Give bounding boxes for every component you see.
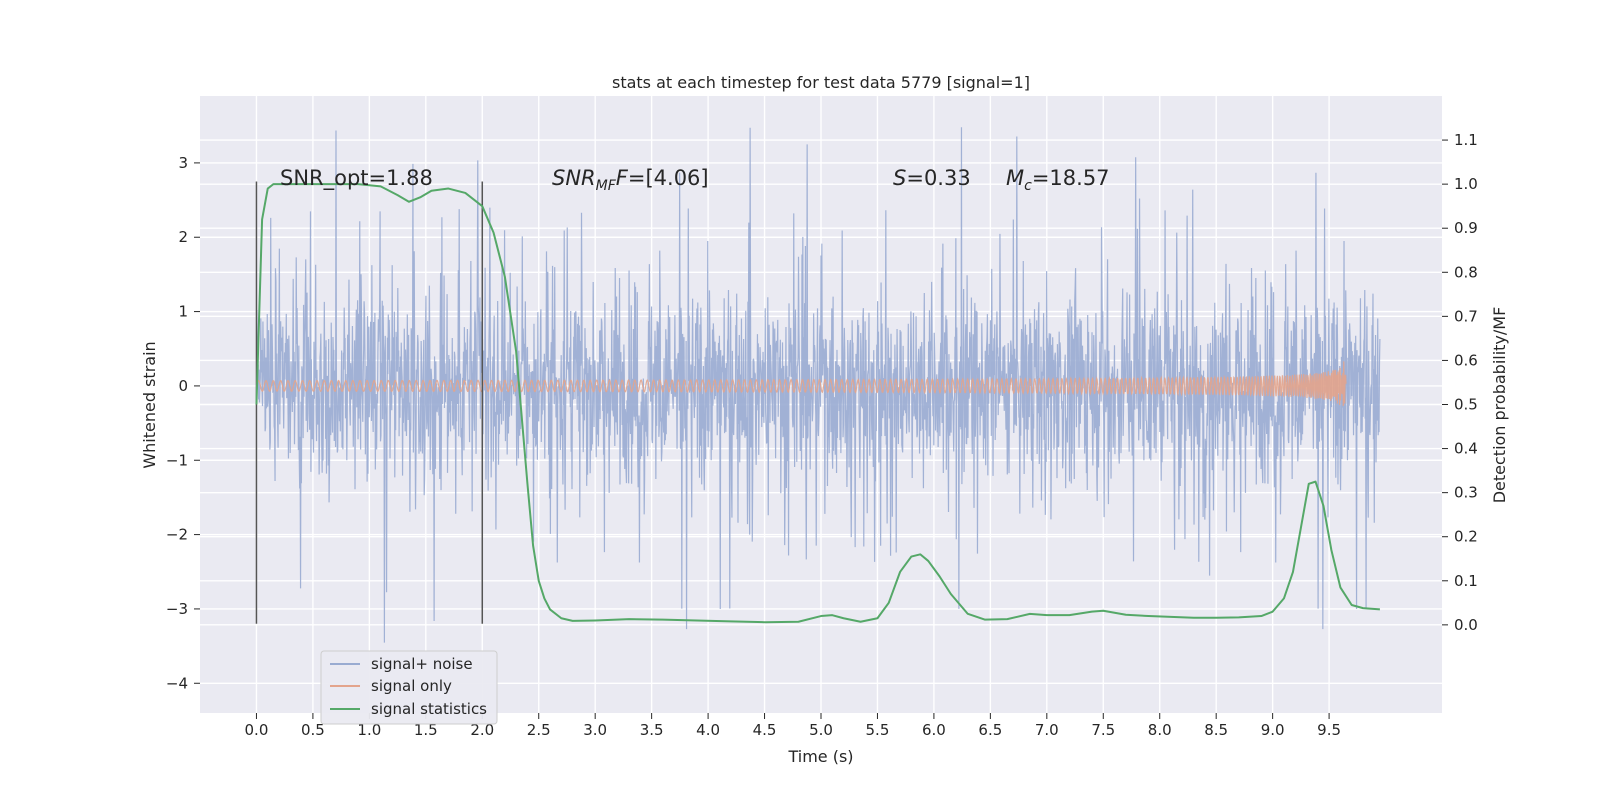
y2-tick-label: 0.9 — [1454, 219, 1478, 237]
y2-tick-label: 0.0 — [1454, 616, 1478, 634]
y2-tick-label: 0.7 — [1454, 307, 1478, 325]
y-tick-label: 2 — [178, 228, 188, 246]
statistic-line — [255, 183, 1380, 624]
y2-tick-label: 0.1 — [1454, 572, 1478, 590]
x-tick-label: 7.0 — [1035, 721, 1059, 739]
x-tick-label: 8.5 — [1204, 721, 1228, 739]
noise-series — [255, 127, 1381, 643]
x-tick-label: 6.0 — [922, 721, 946, 739]
legend-label-noise: signal+ noise — [371, 655, 473, 673]
y2-axis-label: Detection probability/MF — [1490, 307, 1509, 504]
annotation-s: S=0.33 — [893, 166, 971, 190]
y-ticks: 3 2 1 0 −1 −2 −3 −4 — [166, 154, 200, 692]
x-tick-label: 7.5 — [1091, 721, 1115, 739]
y2-tick-label: 0.8 — [1454, 263, 1478, 281]
y2-tick-label: 1.0 — [1454, 175, 1478, 193]
x-tick-label: 2.5 — [527, 721, 551, 739]
y-axis-label: Whitened strain — [140, 341, 159, 468]
x-tick-label: 4.0 — [696, 721, 720, 739]
statistic-series — [255, 183, 1380, 624]
x-axis-label: Time (s) — [787, 747, 853, 766]
x-tick-label: 5.5 — [866, 721, 890, 739]
x-tick-label: 5.0 — [809, 721, 833, 739]
signal-line — [255, 361, 1347, 406]
y-tick-label: −2 — [166, 526, 188, 544]
legend-label-signal: signal only — [371, 677, 452, 695]
y2-tick-label: 0.4 — [1454, 440, 1478, 458]
y2-tick-label: 0.3 — [1454, 484, 1478, 502]
x-tick-label: 6.5 — [978, 721, 1002, 739]
x-tick-label: 8.0 — [1148, 721, 1172, 739]
y-tick-label: −3 — [166, 600, 188, 618]
x-tick-label: 4.5 — [753, 721, 777, 739]
y2-tick-label: 1.1 — [1454, 131, 1478, 149]
x-tick-label: 9.0 — [1261, 721, 1285, 739]
y-tick-label: −1 — [166, 451, 188, 469]
x-tick-label: 9.5 — [1317, 721, 1341, 739]
y-tick-label: 1 — [178, 303, 188, 321]
x-tick-label: 3.0 — [583, 721, 607, 739]
legend-box — [320, 650, 498, 725]
signal-series — [255, 361, 1347, 406]
x-tick-label: 0.0 — [245, 721, 269, 739]
y2-ticks: 1.1 1.0 0.9 0.8 0.7 0.6 0.5 0.4 0.3 0.2 0.1 0.0 — [1442, 131, 1478, 634]
x-tick-label: 3.5 — [640, 721, 664, 739]
y2-tick-label: 0.5 — [1454, 396, 1478, 414]
annotation-mc: Mc=18.57 — [1006, 166, 1110, 194]
y2-tick-label: 0.2 — [1454, 528, 1478, 546]
noise-line — [255, 127, 1381, 643]
legend-label-statistic: signal statistics — [371, 700, 487, 718]
x-tick-label: 2.0 — [470, 721, 494, 739]
legend: signal+ noise signal only signal statist… — [320, 650, 498, 725]
y-tick-label: −4 — [166, 674, 188, 692]
annotation-snr-mf: SNRMFF=[4.06] — [552, 166, 709, 194]
y2-tick-label: 0.6 — [1454, 351, 1478, 369]
y-tick-label: 0 — [178, 377, 188, 395]
x-ticks: 0.0 0.5 1.0 1.5 2.0 2.5 3.0 3.5 4.0 4.5 5.0 5.5 6.0 6… — [245, 713, 1341, 739]
x-tick-label: 0.5 — [301, 721, 325, 739]
annotation-snr-opt: SNR_opt=1.88 — [280, 166, 433, 191]
x-tick-label: 1.0 — [357, 721, 381, 739]
y-tick-label: 3 — [178, 154, 188, 172]
x-tick-label: 1.5 — [414, 721, 438, 739]
chart-title: stats at each timestep for test data 577… — [612, 73, 1030, 92]
